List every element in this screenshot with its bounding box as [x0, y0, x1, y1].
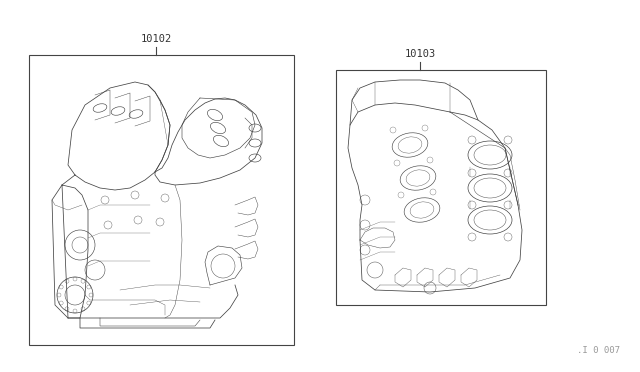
- Text: 10102: 10102: [140, 34, 172, 44]
- Text: .I 0 007: .I 0 007: [577, 346, 620, 355]
- Text: 10103: 10103: [404, 49, 436, 59]
- Bar: [336, 70, 546, 305]
- Bar: [29, 55, 294, 345]
